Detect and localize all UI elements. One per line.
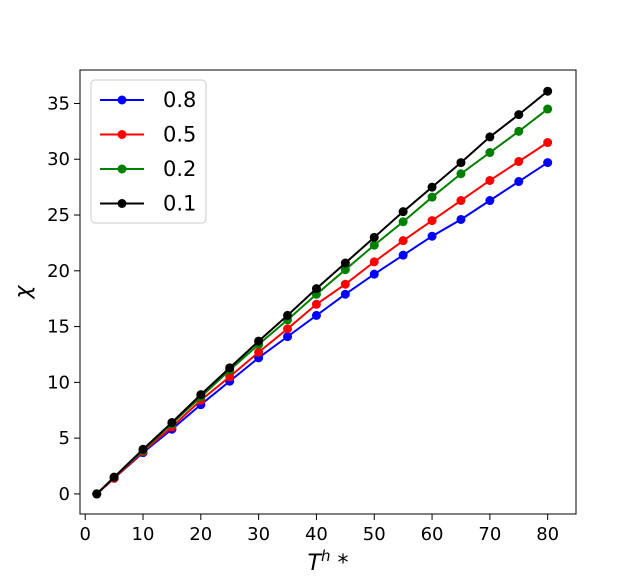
x-tick-label: 70 [478,524,501,545]
x-tick-label: 30 [247,524,270,545]
data-point [514,156,524,166]
data-point [398,207,408,217]
data-point [167,418,177,428]
y-tick-label: 10 [47,372,70,393]
data-point [340,265,350,275]
data-point [456,158,466,168]
data-point [485,132,495,142]
legend-marker [117,199,127,208]
x-tick-label: 80 [536,524,559,545]
data-point [196,390,206,400]
data-point [254,347,264,357]
data-point [311,284,321,294]
data-point [485,148,495,158]
data-point [485,175,495,185]
data-point [225,372,235,382]
legend-marker [117,95,127,105]
legend-label: 0.5 [163,123,196,147]
data-point [485,196,495,206]
data-point [340,279,350,289]
series-0.1 [92,86,553,499]
legend-item: 0.2 [100,157,196,181]
y-axis-ticks: 0 5 10 15 20 25 30 35 [47,93,80,505]
x-axis-ticks: 0 10 20 30 40 50 60 70 80 [79,514,559,545]
data-point [340,258,350,268]
data-point [283,310,293,320]
data-point [398,217,408,227]
data-point [427,182,437,192]
y-axis-label: χ [11,285,36,300]
y-tick-label: 25 [47,205,70,226]
data-point [543,138,553,148]
data-point [514,110,524,120]
data-point [398,250,408,260]
legend: 0.8 0.5 0.2 0.1 [90,79,207,224]
y-tick-label: 15 [47,317,70,338]
data-point [138,444,148,454]
data-point [369,240,379,250]
data-point [369,257,379,267]
data-point [456,196,466,206]
legend-label: 0.8 [163,88,196,112]
data-point [340,289,350,299]
data-point [543,86,553,96]
x-tick-label: 40 [305,524,328,545]
data-point [514,126,524,136]
legend-item: 0.1 [100,192,196,216]
x-tick-label: 10 [132,524,155,545]
data-point [514,177,524,187]
data-point [311,299,321,309]
data-point [92,489,102,499]
y-tick-label: 35 [47,93,70,114]
x-tick-label: 20 [189,524,212,545]
data-point [427,231,437,241]
data-point [456,214,466,224]
data-point [398,236,408,246]
x-axis-label-suffix: * [330,551,348,576]
data-point [369,269,379,279]
y-tick-label: 30 [47,149,70,170]
plot-frame [79,69,577,515]
data-point [109,472,119,482]
x-tick-label: 50 [363,524,386,545]
data-point [543,104,553,114]
data-point [543,158,553,168]
data-point [283,324,293,334]
data-point [283,332,293,342]
legend-label: 0.1 [163,192,196,216]
data-point [427,192,437,202]
x-axis-label-superscript: h [321,547,331,565]
legend-item: 0.5 [100,123,196,147]
legend-marker [117,164,127,174]
legend-label: 0.2 [163,157,196,181]
data-point [456,169,466,179]
legend-marker [117,130,127,139]
data-point [311,310,321,320]
data-point [254,336,264,346]
legend-box [90,79,207,224]
data-point [225,363,235,373]
y-tick-label: 0 [59,484,70,505]
x-axis-label-main: T [308,551,323,576]
data-point [369,232,379,242]
x-tick-label: 60 [421,524,444,545]
series-layer [92,86,553,499]
legend-items: 0.8 0.5 0.2 0.1 [100,88,196,216]
legend-item: 0.8 [100,88,196,112]
y-tick-label: 20 [47,261,70,282]
x-axis-label: Th * [308,547,349,576]
y-tick-label: 5 [59,428,70,449]
data-point [427,216,437,226]
x-tick-label: 0 [79,524,90,545]
